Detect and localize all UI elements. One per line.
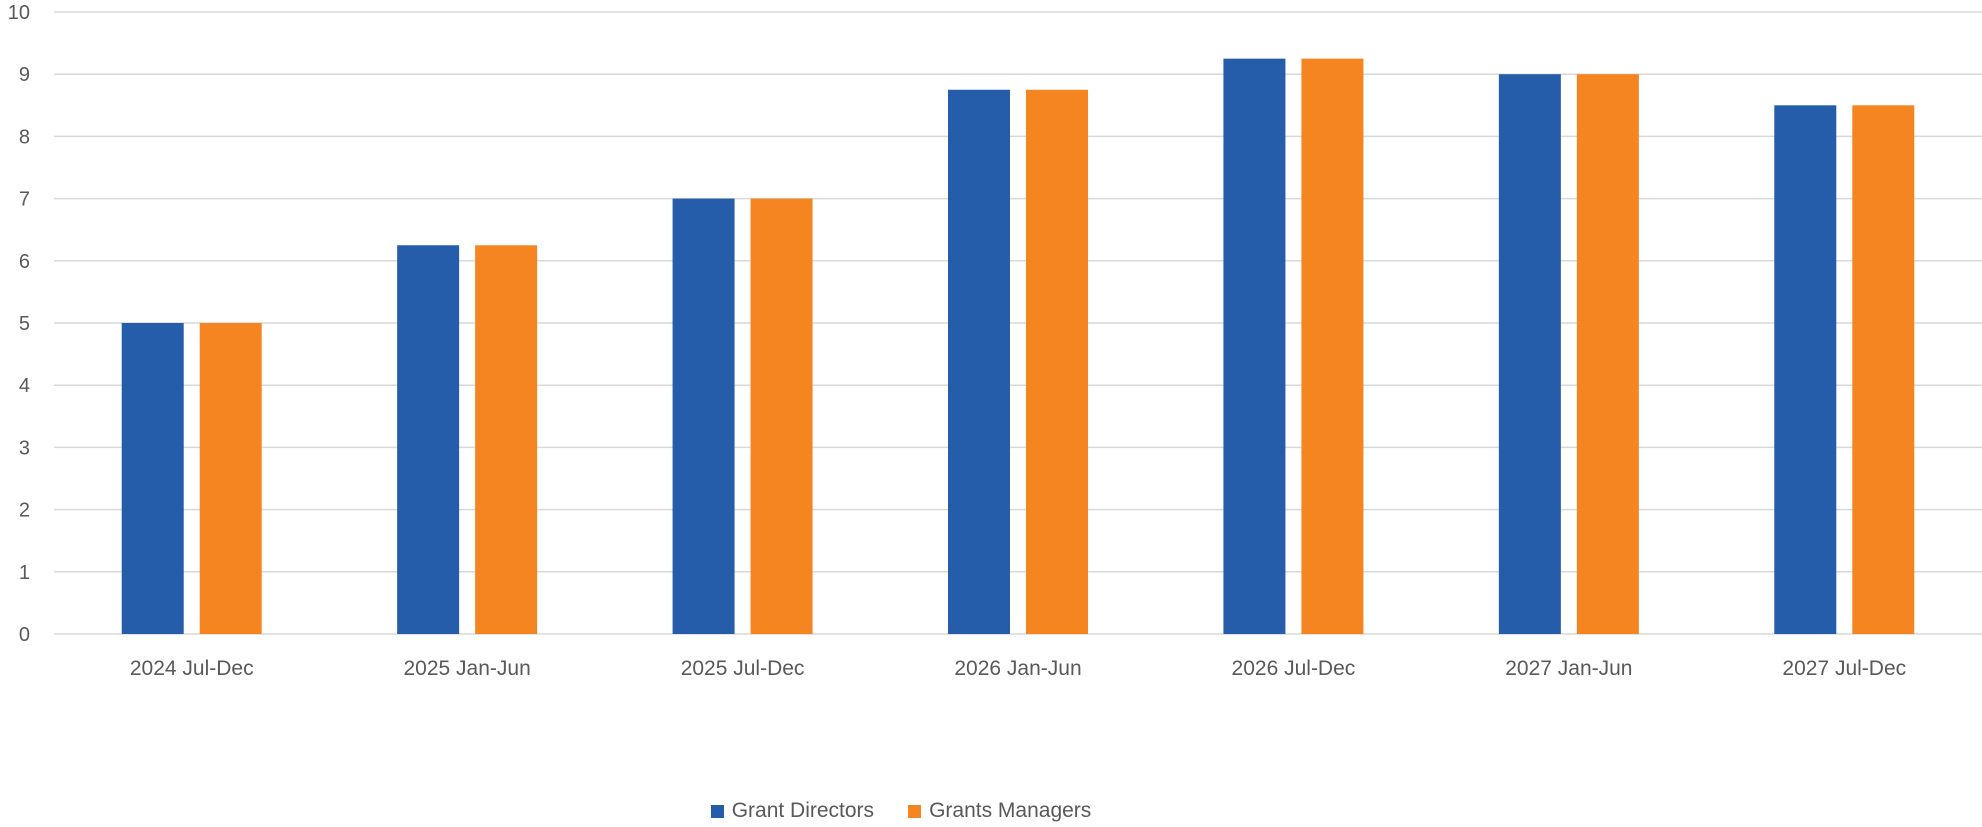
bar-grant-directors-1	[397, 245, 460, 634]
bar-grants-managers-6	[1852, 105, 1915, 635]
y-tick-label: 3	[19, 437, 30, 459]
x-tick-label: 2026 Jul-Dec	[1232, 657, 1356, 680]
x-tick-label: 2026 Jan-Jun	[954, 657, 1081, 680]
y-tick-label: 7	[19, 189, 30, 211]
y-tick-label: 10	[8, 2, 30, 24]
bar-grant-directors-3	[948, 89, 1010, 634]
bar-grants-managers-4	[1301, 58, 1364, 634]
bar-grants-managers-2	[750, 198, 813, 634]
bar-grant-directors-5	[1498, 74, 1561, 634]
y-tick-label: 8	[19, 126, 30, 148]
bar-grants-managers-0	[199, 323, 262, 634]
x-tick-label: 2025 Jul-Dec	[681, 657, 805, 680]
legend-swatch-grant-directors	[710, 804, 724, 818]
bar-grant-directors-2	[672, 198, 735, 634]
legend-swatch-grants-managers	[908, 804, 922, 818]
bar-grants-managers-1	[475, 245, 538, 634]
y-tick-label: 6	[19, 251, 30, 273]
x-tick-label: 2027 Jul-Dec	[1782, 657, 1906, 680]
y-tick-label: 5	[19, 313, 30, 335]
legend-label-grants-managers: Grants Managers	[929, 799, 1092, 822]
y-tick-label: 1	[19, 562, 30, 584]
bar-grant-directors-0	[121, 323, 184, 634]
y-tick-label: 2	[19, 500, 30, 522]
legend: Grant Directors Grants Managers	[0, 796, 1892, 826]
bar-grants-managers-3	[1026, 89, 1088, 634]
x-tick-label: 2024 Jul-Dec	[130, 657, 254, 680]
legend-item-grants-managers: Grants Managers	[908, 799, 1091, 823]
y-axis-ticks: 0 1 2 3 4 5 6 7 8 9 10	[8, 2, 30, 646]
bar-grant-directors-6	[1774, 105, 1837, 635]
y-tick-label: 9	[19, 64, 30, 86]
legend-item-grant-directors: Grant Directors	[710, 799, 875, 823]
bars	[121, 58, 1915, 635]
legend-label-grant-directors: Grant Directors	[731, 799, 875, 822]
y-tick-label: 4	[19, 375, 30, 397]
x-tick-label: 2027 Jan-Jun	[1505, 657, 1632, 680]
y-tick-label: 0	[19, 624, 30, 646]
bar-grants-managers-5	[1576, 74, 1639, 634]
bar-grant-directors-4	[1223, 58, 1286, 634]
x-axis-ticks: 2024 Jul-Dec 2025 Jan-Jun 2025 Jul-Dec 2026…	[130, 657, 1906, 680]
gridlines	[54, 11, 1982, 635]
x-tick-label: 2025 Jan-Jun	[404, 657, 531, 680]
